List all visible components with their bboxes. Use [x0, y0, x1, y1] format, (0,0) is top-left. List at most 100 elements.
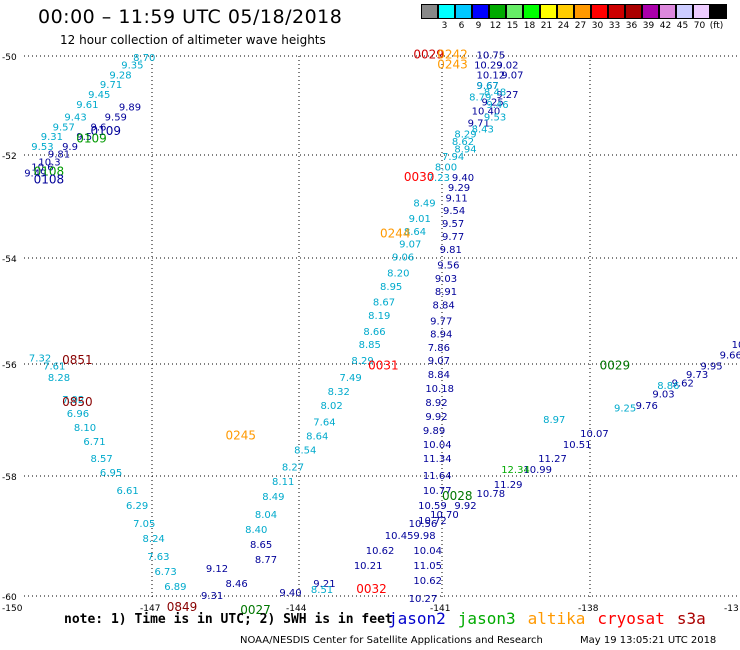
wave-height-point: 9.62: [672, 378, 694, 389]
wave-height-point: 9.07: [399, 240, 421, 251]
pass-time-label: 0108: [34, 165, 65, 179]
wave-height-point: 8.40: [245, 525, 267, 536]
pass-time-label: 0030: [404, 170, 435, 184]
wave-height-point: 8.19: [368, 311, 390, 322]
wave-height-point: 9.73: [686, 370, 708, 381]
colorbar-label: 27: [574, 21, 587, 31]
wave-height-point: 8.02: [320, 401, 342, 412]
wave-height-point: 9.71: [100, 80, 122, 91]
satellite-legend-jason3: jason3: [457, 609, 516, 628]
colorbar-swatch: [591, 4, 608, 19]
colorbar-swatch: [574, 4, 591, 19]
latitude-tick-label: -52: [2, 152, 17, 162]
credit-text: NOAA/NESDIS Center for Satellite Applica…: [240, 635, 543, 646]
latitude-tick-label: -60: [2, 593, 17, 603]
colorbar-swatch: [455, 4, 472, 19]
wave-height-point: 7.32: [29, 353, 51, 364]
pass-time-label: 0029: [600, 359, 631, 373]
longitude-tick-label: -141: [430, 604, 450, 614]
wave-height-point: 10.62: [366, 546, 395, 557]
wave-height-point: 9.02: [496, 60, 518, 71]
wave-height-point: 9.28: [109, 70, 131, 81]
wave-height-point: 9.54: [443, 206, 465, 217]
wave-height-point: 10.72: [418, 516, 447, 527]
pass-time-label: 0029: [413, 47, 444, 61]
wave-height-point: 6.95: [100, 468, 122, 479]
colorbar-swatch: [710, 4, 727, 19]
wave-height-point: 7.49: [340, 373, 362, 384]
wave-height-point: 9.07: [501, 70, 523, 81]
wave-height-point: 9.53: [31, 142, 53, 153]
wave-height-point: 9.27: [496, 90, 518, 101]
colorbar-label: 42: [659, 21, 672, 31]
longitude-tick-label: -147: [140, 604, 160, 614]
wave-height-point: 10.70: [430, 510, 459, 521]
colorbar-label: 18: [523, 21, 536, 31]
wave-height-point: 6.71: [83, 437, 105, 448]
pass-time-label: 0109: [76, 132, 107, 146]
wave-height-point: 7.92: [62, 395, 84, 406]
colorbar-swatch: [438, 4, 455, 19]
longitude-tick-label: -150: [2, 604, 23, 614]
wave-height-point: 11.29: [494, 480, 523, 491]
colorbar-swatch: [489, 4, 506, 19]
latitude-tick-label: -58: [2, 473, 17, 483]
latitude-tick-label: -56: [2, 361, 17, 371]
wave-height-point: 8.64: [404, 227, 426, 238]
wave-height-point: 6.96: [67, 409, 89, 420]
longitude-tick-label: -144: [286, 604, 307, 614]
wave-height-point: 7.64: [313, 418, 335, 429]
wave-height-point: 9.89: [423, 426, 445, 437]
generation-timestamp: May 19 13:05:21 UTC 2018: [580, 635, 717, 646]
wave-height-point: 8.48: [484, 88, 506, 99]
colorbar-label: 21: [540, 21, 553, 31]
wave-height-point: 8.54: [294, 446, 316, 457]
pass-time-label: 0850: [62, 395, 93, 409]
wave-height-point: 9.59: [105, 112, 127, 123]
wave-height-point: 7.63: [147, 552, 169, 563]
latitude-tick-label: -50: [2, 53, 17, 63]
pass-time-label: 0243: [437, 57, 468, 71]
wave-height-point: 7.23: [428, 173, 450, 184]
wave-height-point: 8.46: [226, 579, 248, 590]
wave-height-point: 9.21: [313, 579, 335, 590]
colorbar-swatch: [642, 4, 659, 19]
wave-height-point: 10.07: [580, 429, 609, 440]
wave-height-point: 8.10: [74, 423, 96, 434]
colorbar-label: 15: [506, 21, 519, 31]
wave-height-point: 8.84: [428, 370, 450, 381]
wave-height-point: 9.66: [720, 351, 740, 362]
colorbar-label: 39: [642, 21, 655, 31]
wave-height-point: 8.29: [454, 130, 476, 141]
colorbar-swatch: [625, 4, 642, 19]
wave-height-point: 9.25: [614, 404, 636, 415]
wave-height-point: 8.57: [90, 454, 112, 465]
wave-height-point: 9.95: [700, 362, 722, 373]
wave-height-point: 8.66: [363, 327, 385, 338]
wave-height-point: 9.25: [481, 98, 503, 109]
wave-height-point: 8.70: [133, 53, 155, 64]
wave-height-point: 9.9: [62, 142, 78, 153]
satellite-legend-s3a: s3a: [676, 609, 706, 628]
wave-height-point: 9.35: [121, 60, 143, 71]
colorbar-label: 33: [608, 21, 621, 31]
wave-height-point: 10.75: [477, 50, 506, 61]
pass-time-label: 0244: [380, 226, 411, 240]
wave-height-point: 6.61: [117, 486, 139, 497]
colorbar-swatch: [540, 4, 557, 19]
longitude-tick-label: -138: [578, 604, 599, 614]
wave-height-point: 8.11: [272, 477, 294, 488]
wave-height-point: 8.51: [311, 585, 333, 596]
wave-height-point: 11.27: [538, 454, 567, 465]
wave-height-point: 10.78: [477, 489, 506, 500]
wave-height-point: 8.43: [472, 125, 494, 136]
wave-height-point: 9.6: [90, 122, 106, 133]
colorbar-swatch: [557, 4, 574, 19]
wave-height-point: 6.89: [164, 582, 186, 593]
wave-height-point: 9.01: [409, 214, 431, 225]
latitude-tick-label: -54: [2, 255, 17, 265]
wave-height-point: 8.00: [435, 162, 457, 173]
wave-height-point: 9.11: [445, 193, 467, 204]
pass-time-label: 0245: [226, 429, 257, 443]
